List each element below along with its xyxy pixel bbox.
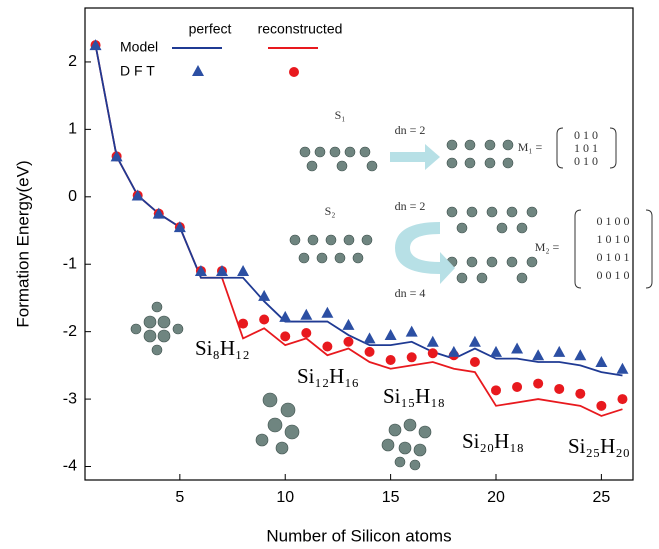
- y-tick-label: 0: [68, 188, 77, 205]
- y-tick-label: 1: [68, 121, 77, 138]
- matrix-row: 0 1 0 0: [597, 214, 630, 228]
- dft-point: [194, 264, 207, 276]
- dft-point: [512, 381, 523, 392]
- compound-label: Si₂₅H₂₀: [568, 434, 630, 458]
- dft-point: [363, 332, 376, 344]
- dft-point: [427, 348, 438, 359]
- arrow: [395, 222, 455, 284]
- inset-label: dn = 2: [395, 199, 426, 213]
- dft-point: [533, 378, 544, 389]
- legend-swatch: [192, 65, 204, 76]
- legend-header: reconstructed: [258, 21, 343, 37]
- matrix-row: 0 0 1 0: [597, 268, 630, 282]
- compound-label: Si₈H₁₂: [195, 336, 250, 360]
- x-tick-label: 25: [592, 489, 610, 506]
- dft-point: [343, 336, 354, 347]
- dft-point: [321, 306, 334, 318]
- dft-point: [447, 345, 460, 357]
- dft-point: [301, 328, 312, 339]
- y-axis-label: Formation Energy(eV): [13, 160, 32, 327]
- compound-label: Si₁₅H₁₈: [383, 384, 445, 408]
- dft-point: [426, 335, 439, 347]
- dft-point: [532, 349, 545, 361]
- matrix-row: 1 0 1: [574, 141, 598, 155]
- dft-point: [575, 388, 586, 399]
- dft-point: [280, 331, 291, 342]
- legend-label: D F T: [120, 63, 155, 79]
- inset-label: dn = 4: [395, 286, 426, 300]
- dft-point: [238, 318, 249, 329]
- y-tick-label: -3: [63, 390, 77, 407]
- legend-swatch: [289, 67, 299, 77]
- dft-point: [491, 385, 501, 396]
- dft-point: [384, 329, 397, 341]
- dft-point: [553, 345, 566, 357]
- dft-point: [617, 394, 628, 405]
- dft-point: [300, 308, 313, 320]
- dft-point: [596, 400, 607, 411]
- x-tick-label: 20: [487, 489, 505, 506]
- matrix-bracket: [574, 209, 653, 289]
- inset-label: S₁: [335, 108, 346, 122]
- y-tick-label: 2: [68, 53, 77, 70]
- compound-label: Si₂₀H₁₈: [462, 429, 524, 453]
- matrix-bracket: [556, 127, 617, 169]
- compound-label: Si₁₂H₁₆: [297, 364, 359, 388]
- dft-point: [469, 357, 480, 367]
- molecule-art: [130, 139, 538, 471]
- matrix-row: 0 1 0: [574, 154, 598, 168]
- dft-point: [554, 383, 565, 394]
- dft-point: [490, 345, 502, 357]
- dft-point: [322, 341, 333, 352]
- dft-point: [511, 342, 524, 354]
- inset-label: M₁ =: [518, 140, 543, 154]
- dft-point: [405, 325, 418, 337]
- dft-point: [364, 346, 375, 357]
- dft-point: [131, 189, 144, 201]
- inset-label: dn = 2: [395, 123, 426, 137]
- dft-point: [468, 335, 481, 347]
- inset-label: S₂: [325, 204, 336, 218]
- x-tick-label: 10: [276, 489, 294, 506]
- dft-point: [279, 310, 292, 322]
- arrow: [390, 144, 440, 170]
- dft-point: [237, 264, 250, 276]
- y-tick-label: -1: [63, 255, 77, 272]
- dft-point: [342, 318, 355, 330]
- x-tick-label: 15: [382, 489, 400, 506]
- dft-point: [110, 150, 123, 162]
- dft-point: [89, 39, 102, 51]
- x-tick-label: 5: [175, 489, 184, 506]
- dft-point: [259, 314, 270, 325]
- dft-point: [574, 349, 587, 361]
- dft-point: [385, 354, 396, 365]
- dft-point: [173, 221, 186, 233]
- model-line: [94, 44, 623, 377]
- dft-point: [616, 362, 629, 374]
- inset-label: M₂ =: [535, 240, 560, 254]
- dft-point: [152, 207, 165, 219]
- dft-point: [258, 289, 271, 301]
- model-line: [94, 44, 623, 417]
- plot-frame: [84, 7, 634, 481]
- dft-point: [595, 356, 608, 367]
- dft-point: [216, 264, 228, 276]
- matrix-row: 0 1 0: [574, 128, 598, 142]
- matrix-row: 0 1 0 1: [597, 250, 630, 264]
- dft-point: [406, 352, 417, 363]
- y-tick-label: -2: [63, 323, 77, 340]
- matrix-row: 1 0 1 0: [597, 232, 630, 246]
- legend-header: perfect: [189, 21, 232, 37]
- y-tick-label: -4: [63, 458, 77, 475]
- x-axis-label: Number of Silicon atoms: [266, 526, 451, 545]
- legend-label: Model: [120, 39, 158, 55]
